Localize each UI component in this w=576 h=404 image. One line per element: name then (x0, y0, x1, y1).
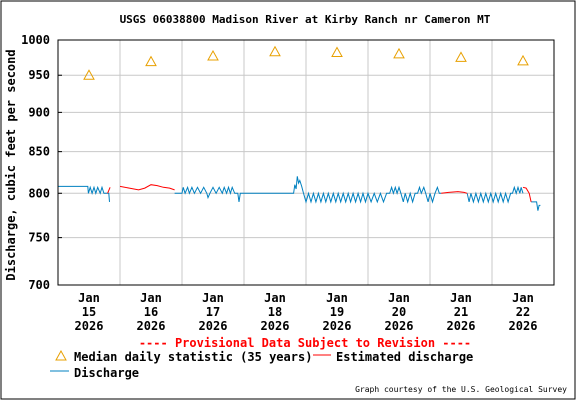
provisional-notice: ---- Provisional Data Subject to Revisio… (139, 336, 471, 350)
x-tick-label: Jan 22 2026 (509, 291, 538, 333)
discharge-line (531, 201, 541, 211)
estimated-line (522, 186, 532, 203)
x-tick-label: Jan 20 2026 (385, 291, 414, 333)
x-tick-label: Jan 19 2026 (323, 291, 352, 333)
legend-median-label: Median daily statistic (35 years) (74, 350, 312, 364)
estimated-line (107, 187, 111, 194)
legend: Median daily statistic (35 years) Estima… (50, 349, 473, 380)
plot-frame (57, 39, 555, 286)
discharge-line (58, 185, 110, 202)
median-point (207, 49, 219, 61)
y-tick-label: 950 (28, 68, 50, 82)
discharge-line (466, 185, 524, 204)
median-point (455, 51, 467, 62)
x-tick-label: Jan 16 2026 (137, 291, 166, 333)
y-tick-label: 900 (28, 105, 50, 119)
grid-lines (58, 40, 554, 285)
credit-text: Graph courtesy of the U.S. Geological Su… (355, 385, 567, 394)
legend-discharge-label: Discharge (74, 366, 139, 380)
estimated-line (119, 184, 175, 191)
y-axis-label: Discharge, cubic feet per second (4, 49, 18, 280)
x-tick-label: Jan 21 2026 (447, 291, 476, 333)
median-point (517, 54, 529, 66)
series-layer (58, 45, 541, 211)
discharge-line (174, 176, 442, 204)
chart-title: USGS 06038800 Madison River at Kirby Ran… (120, 13, 491, 26)
legend-estimated-label: Estimated discharge (336, 350, 473, 364)
y-tick-label: 850 (28, 145, 50, 159)
y-tick-labels: 700 750 800 850 900 950 1000 (21, 33, 62, 292)
median-point (83, 69, 95, 80)
y-tick-label: 800 (28, 186, 50, 200)
median-point (145, 55, 157, 67)
legend-median-symbol (55, 349, 67, 361)
y-tick-label: 700 (28, 278, 50, 292)
y-tick-label: 750 (28, 231, 50, 245)
median-point (393, 47, 405, 59)
x-tick-label: Jan 18 2026 (261, 291, 290, 333)
estimated-line (441, 191, 468, 194)
median-point (331, 46, 343, 57)
x-tick-labels: Jan 15 2026 Jan 16 2026 Jan 17 2026 Jan 18 2026 Jan 1… (75, 291, 538, 333)
median-point (269, 45, 281, 57)
x-tick-label: Jan 17 2026 (199, 291, 228, 333)
y-tick-label: 1000 (21, 33, 50, 47)
x-tick-label: Jan 15 2026 (75, 291, 104, 333)
